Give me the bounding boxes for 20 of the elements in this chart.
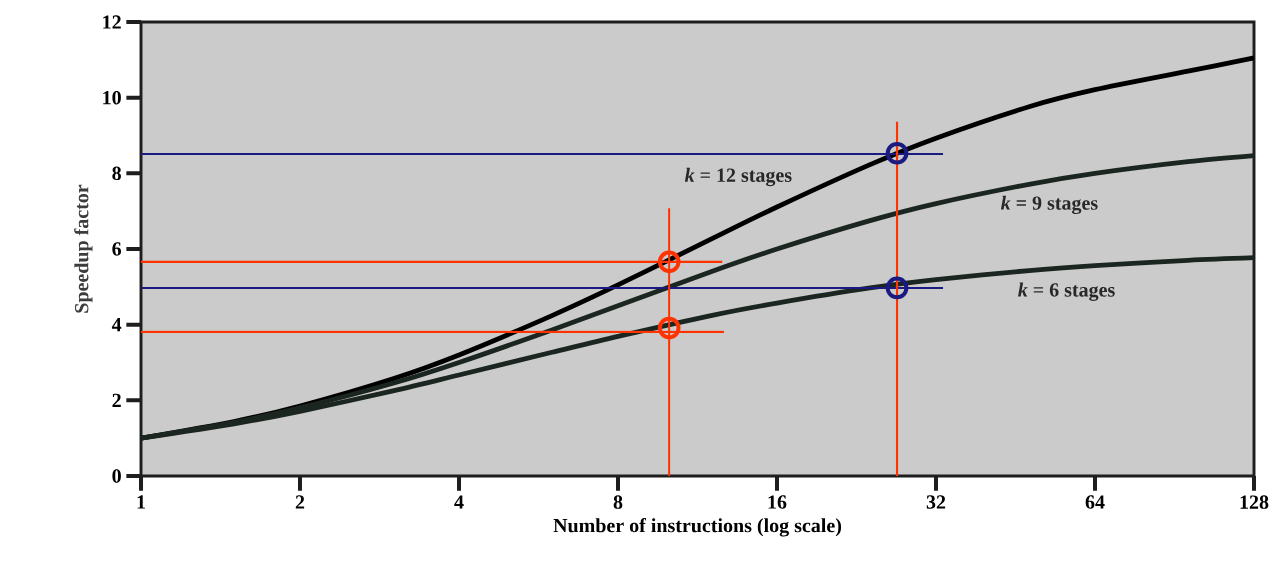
y-tick-label: 8 [112, 166, 121, 181]
y-tick-label: 4 [111, 318, 122, 332]
x-tick-label: 1 [137, 495, 145, 509]
y-tick-label: 10 [103, 90, 121, 105]
series-label: k = 6 stages [1018, 282, 1115, 301]
y-axis-title: Speedup factor [74, 184, 93, 313]
x-tick-label: 8 [613, 495, 623, 509]
x-tick-label: 2 [295, 495, 305, 509]
y-tick-label: 2 [112, 393, 121, 407]
x-tick-label: 16 [768, 495, 787, 509]
y-tick-label: 6 [112, 242, 122, 256]
series-label: k = 9 stages [1000, 195, 1098, 215]
series-label: k = 12 stages [684, 167, 792, 187]
x-tick-label: 128 [1240, 495, 1269, 509]
y-tick-label: 12 [103, 15, 121, 29]
x-tick-label: 4 [454, 495, 464, 509]
x-tick-label: 32 [926, 495, 946, 509]
x-axis-title: Number of instructions (log scale) [553, 518, 842, 537]
x-tick-label: 64 [1085, 495, 1105, 509]
y-tick-label: 0 [112, 469, 121, 483]
